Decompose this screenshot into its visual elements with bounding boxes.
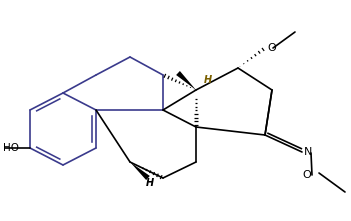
Text: HO: HO bbox=[3, 143, 19, 153]
Text: O: O bbox=[302, 170, 311, 180]
Text: N: N bbox=[304, 147, 312, 157]
Text: H: H bbox=[146, 178, 154, 188]
Polygon shape bbox=[130, 162, 150, 180]
Text: O: O bbox=[267, 43, 276, 53]
Polygon shape bbox=[176, 71, 196, 90]
Text: H: H bbox=[204, 75, 212, 85]
